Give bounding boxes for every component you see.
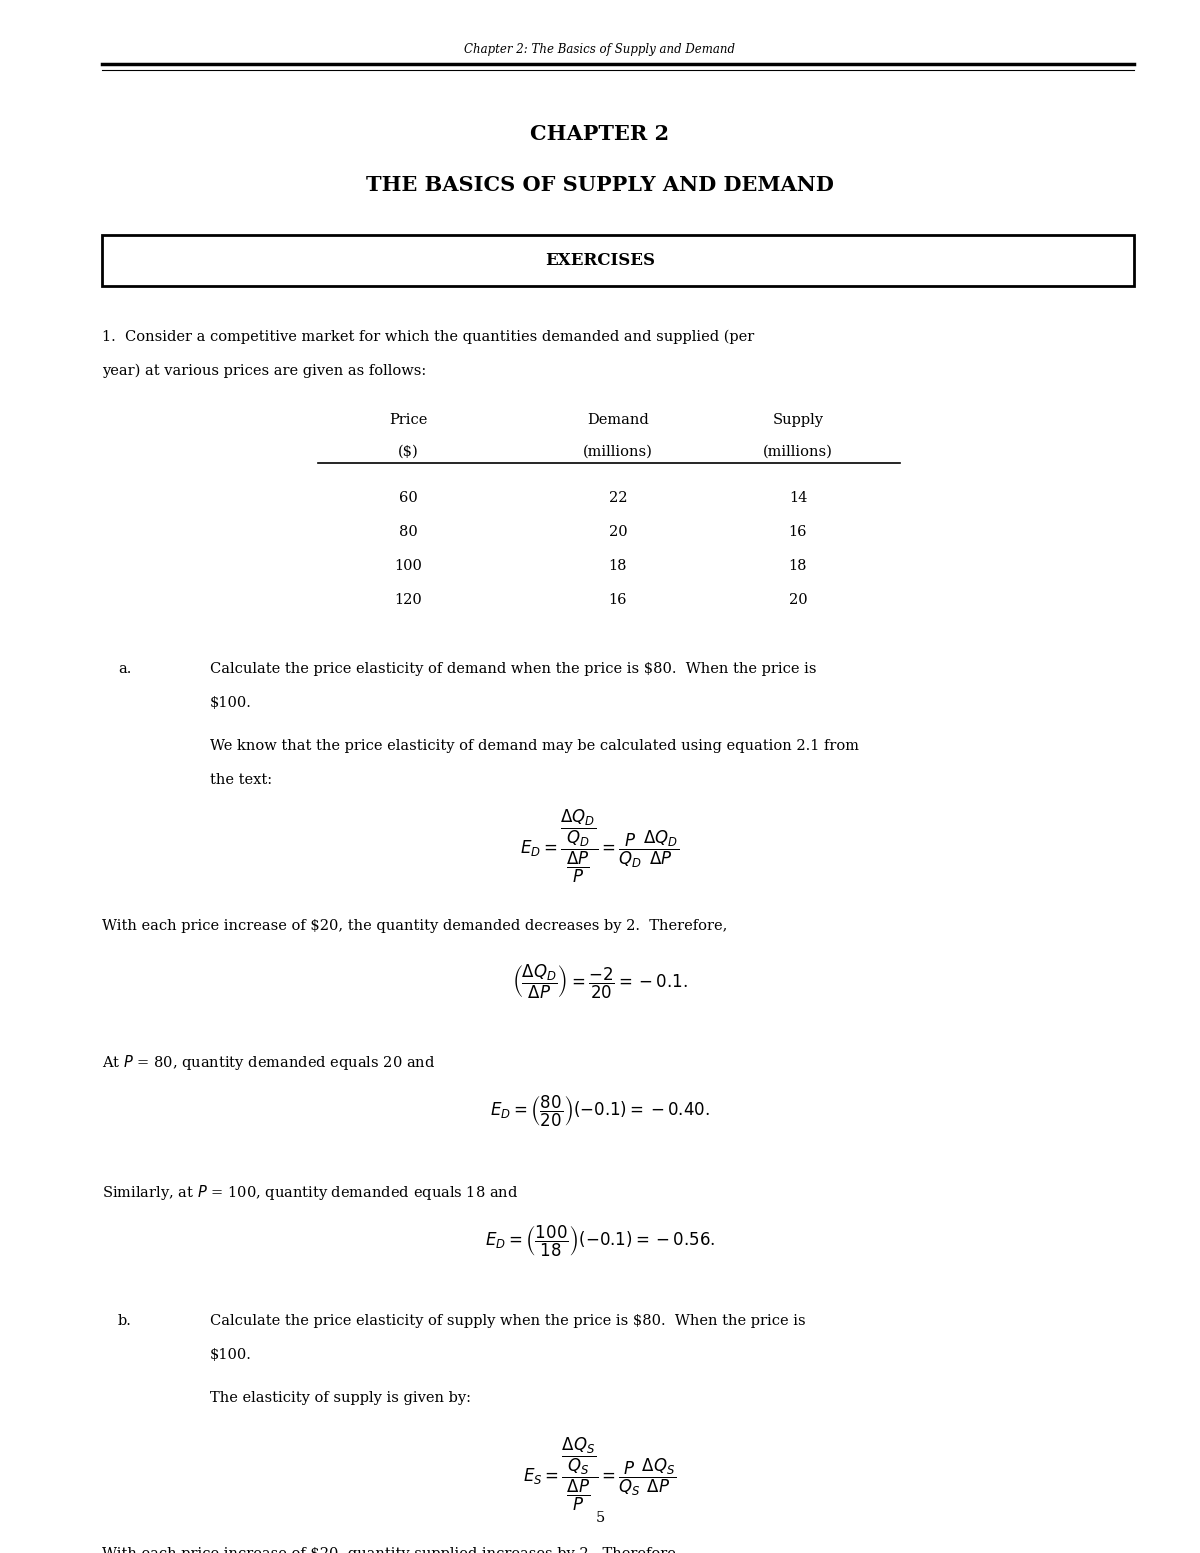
Text: 20: 20 [608,525,628,539]
Text: $E_D = \left(\dfrac{80}{20}\right)(-0.1) = -0.40$.: $E_D = \left(\dfrac{80}{20}\right)(-0.1)… [490,1093,710,1129]
Text: the text:: the text: [210,773,272,787]
Text: Calculate the price elasticity of supply when the price is $80.  When the price : Calculate the price elasticity of supply… [210,1314,805,1328]
Text: 22: 22 [608,491,628,505]
Text: Calculate the price elasticity of demand when the price is $80.  When the price : Calculate the price elasticity of demand… [210,662,816,676]
Text: CHAPTER 2: CHAPTER 2 [530,124,670,144]
Text: (millions): (millions) [583,444,653,458]
Text: $E_D = \dfrac{\dfrac{\Delta Q_D}{Q_D}}{\dfrac{\Delta P}{P}} = \dfrac{P}{Q_D} \df: $E_D = \dfrac{\dfrac{\Delta Q_D}{Q_D}}{\… [521,808,679,885]
Text: ($): ($) [397,444,419,458]
Text: Supply: Supply [773,413,823,427]
Text: Chapter 2: The Basics of Supply and Demand: Chapter 2: The Basics of Supply and Dema… [464,43,736,56]
Text: 60: 60 [398,491,418,505]
Text: 18: 18 [788,559,808,573]
Text: Price: Price [389,413,427,427]
FancyBboxPatch shape [102,235,1134,286]
Text: year) at various prices are given as follows:: year) at various prices are given as fol… [102,363,426,377]
Text: $E_S = \dfrac{\dfrac{\Delta Q_S}{Q_S}}{\dfrac{\Delta P}{P}} = \dfrac{P}{Q_S} \df: $E_S = \dfrac{\dfrac{\Delta Q_S}{Q_S}}{\… [523,1435,677,1513]
Text: Similarly, at $P$ = 100, quantity demanded equals 18 and: Similarly, at $P$ = 100, quantity demand… [102,1183,518,1202]
Text: EXERCISES: EXERCISES [545,252,655,269]
Text: $100.: $100. [210,696,252,710]
Text: a.: a. [119,662,132,676]
Text: The elasticity of supply is given by:: The elasticity of supply is given by: [210,1391,470,1405]
Text: 5: 5 [595,1511,605,1525]
Text: At $P$ = 80, quantity demanded equals 20 and: At $P$ = 80, quantity demanded equals 20… [102,1053,436,1072]
Text: 1.  Consider a competitive market for which the quantities demanded and supplied: 1. Consider a competitive market for whi… [102,329,755,343]
Text: THE BASICS OF SUPPLY AND DEMAND: THE BASICS OF SUPPLY AND DEMAND [366,175,834,196]
Text: 20: 20 [788,593,808,607]
Text: With each price increase of $20, the quantity demanded decreases by 2.  Therefor: With each price increase of $20, the qua… [102,919,727,933]
Text: 120: 120 [394,593,422,607]
Text: We know that the price elasticity of demand may be calculated using equation 2.1: We know that the price elasticity of dem… [210,739,859,753]
Text: b.: b. [118,1314,132,1328]
Text: $100.: $100. [210,1348,252,1362]
Text: $E_D = \left(\dfrac{100}{18}\right)(-0.1) = -0.56$.: $E_D = \left(\dfrac{100}{18}\right)(-0.1… [485,1224,715,1259]
Text: With each price increase of $20, quantity supplied increases by 2.  Therefore,: With each price increase of $20, quantit… [102,1547,680,1553]
Text: 18: 18 [608,559,628,573]
Text: 16: 16 [608,593,628,607]
Text: (millions): (millions) [763,444,833,458]
Text: 80: 80 [398,525,418,539]
Text: 100: 100 [394,559,422,573]
Text: 16: 16 [788,525,808,539]
Text: Demand: Demand [587,413,649,427]
Text: $\left(\dfrac{\Delta Q_D}{\Delta P}\right) = \dfrac{-2}{20} = -0.1$.: $\left(\dfrac{\Delta Q_D}{\Delta P}\righ… [512,963,688,1002]
Text: 14: 14 [788,491,808,505]
